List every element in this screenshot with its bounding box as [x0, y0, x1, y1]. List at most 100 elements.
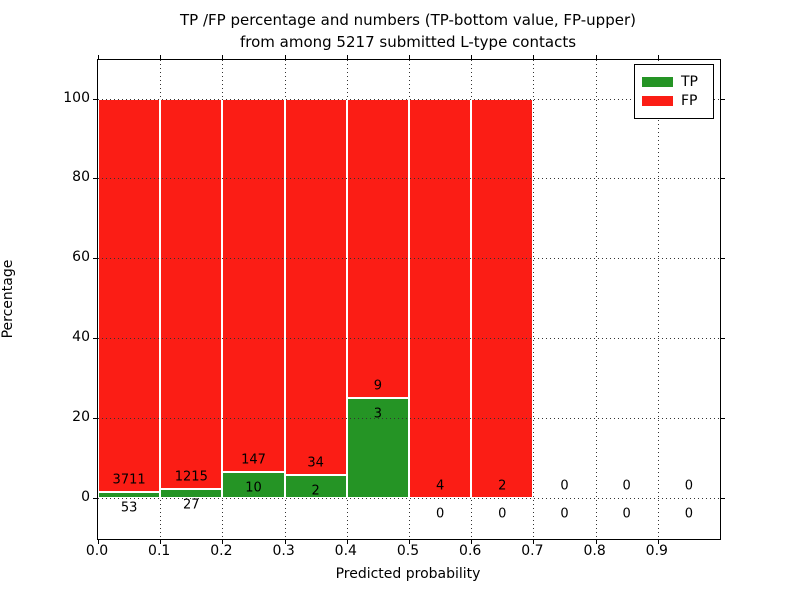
x-tick-label: 0.7: [521, 543, 544, 559]
y-tick-label: 20: [72, 408, 90, 425]
y-tick: [93, 417, 98, 419]
legend-label-fp: FP: [681, 93, 698, 109]
tp-count-label: 27: [183, 497, 200, 513]
x-tick: [657, 539, 659, 544]
gridline-y-100: [98, 98, 720, 100]
x-tick: [533, 539, 535, 544]
tp-count-label: 53: [120, 500, 138, 516]
tp-swatch: [642, 77, 673, 87]
y-tick-right: [720, 497, 725, 499]
bar-segment-fp: [98, 98, 161, 492]
tp-count-label: 3: [373, 406, 383, 422]
fp-swatch: [642, 96, 673, 106]
x-tick-label: 0.3: [272, 543, 295, 559]
y-tick-label: 100: [63, 89, 90, 106]
x-tick-label: 0.5: [396, 543, 420, 559]
gridline-y-80: [98, 178, 720, 180]
x-tick: [222, 539, 224, 544]
bar-segment-fp: [346, 98, 409, 398]
x-tick-top: [595, 55, 597, 60]
x-tick-top: [471, 55, 473, 60]
tp-count-label: 0: [622, 506, 631, 522]
bar-segment-fp: [284, 98, 347, 476]
x-tick-label: 0.9: [645, 543, 668, 559]
legend-row: FP: [642, 93, 706, 109]
bar-segment-fp: [409, 98, 472, 498]
y-tick: [93, 337, 98, 339]
bar-segment-tp: [98, 491, 161, 498]
fp-count-label: 34: [307, 455, 324, 471]
fp-count-label: 147: [241, 452, 266, 468]
y-tick-right: [720, 258, 725, 260]
y-tick: [93, 178, 98, 180]
bar-segment-fp: [222, 98, 285, 473]
x-tick-label: 0.1: [148, 543, 171, 559]
x-tick-label: 0.2: [210, 543, 233, 559]
gridline-y-0: [98, 497, 720, 499]
tp-count-label: 10: [245, 480, 262, 496]
x-tick-top: [98, 55, 99, 60]
y-tick: [93, 98, 98, 100]
y-tick-label: 80: [72, 169, 90, 186]
fp-count-label: 0: [560, 478, 569, 494]
fp-count-label: 3711: [112, 472, 146, 488]
x-tick: [471, 539, 473, 544]
y-tick-label: 0: [81, 488, 90, 505]
tp-count-label: 0: [498, 506, 507, 522]
bar-segment-tp: [222, 472, 285, 498]
y-tick-right: [720, 178, 725, 180]
tp-count-label: 2: [311, 483, 320, 499]
tp-count-label: 0: [560, 506, 569, 522]
x-tick-top: [409, 55, 410, 60]
x-tick-top: [160, 55, 162, 60]
gridline-y-20: [98, 417, 720, 419]
x-tick-top: [284, 55, 286, 60]
bar-segment-tp: [346, 397, 409, 498]
chart-title: TP /FP percentage and numbers (TP-bottom…: [97, 9, 719, 53]
gridline-x-0.8: [595, 60, 597, 539]
x-tick-label: 0.0: [85, 543, 109, 559]
fp-count-label: 9: [373, 378, 383, 394]
fp-count-label: 4: [435, 478, 445, 494]
y-tick: [93, 497, 98, 499]
x-tick-label: 0.8: [583, 543, 606, 559]
gridline-x-0.9: [657, 60, 659, 539]
y-tick: [93, 258, 98, 260]
y-tick-right: [720, 337, 725, 339]
fp-count-label: 1215: [174, 469, 208, 485]
chart-title-line2: from among 5217 submitted L-type contact…: [239, 33, 577, 51]
tp-count-label: 0: [435, 506, 445, 522]
x-tick: [160, 539, 162, 544]
bar-segment-tp: [160, 488, 223, 498]
y-tick-right: [720, 98, 725, 100]
y-tick-label: 40: [72, 328, 90, 345]
x-tick-top: [222, 55, 224, 60]
fp-count-label: 0: [684, 478, 694, 494]
x-tick-top: [657, 55, 659, 60]
x-tick: [284, 539, 286, 544]
legend-row: TP: [642, 74, 706, 90]
legend: TP FP: [634, 64, 714, 119]
plot-area: 3711 53 1215 27 147 10 34 2 9 3 4 0 2 0 0 0 0 0 0 0 TP FP: [93, 55, 725, 544]
x-tick: [409, 539, 410, 544]
bar-segment-fp: [471, 98, 534, 498]
chart-title-line1: TP /FP percentage and numbers (TP-bottom…: [180, 11, 636, 29]
x-tick-top: [533, 55, 535, 60]
x-axis-label: Predicted probability: [335, 566, 481, 582]
x-tick-label: 0.6: [459, 543, 482, 559]
tp-count-label: 0: [684, 506, 694, 522]
gridline-y-40: [98, 337, 720, 339]
gridline-y-60: [98, 258, 720, 260]
fp-count-label: 2: [498, 478, 507, 494]
x-tick-label: 0.4: [334, 543, 357, 559]
x-tick: [595, 539, 597, 544]
x-tick-top: [346, 55, 348, 60]
y-tick-label: 60: [72, 249, 90, 266]
legend-label-tp: TP: [681, 74, 698, 90]
fp-count-label: 0: [622, 478, 631, 494]
x-tick: [98, 539, 99, 544]
bar-segment-fp: [160, 98, 223, 489]
y-tick-right: [720, 417, 725, 419]
gridline-x-0.7: [533, 60, 535, 539]
